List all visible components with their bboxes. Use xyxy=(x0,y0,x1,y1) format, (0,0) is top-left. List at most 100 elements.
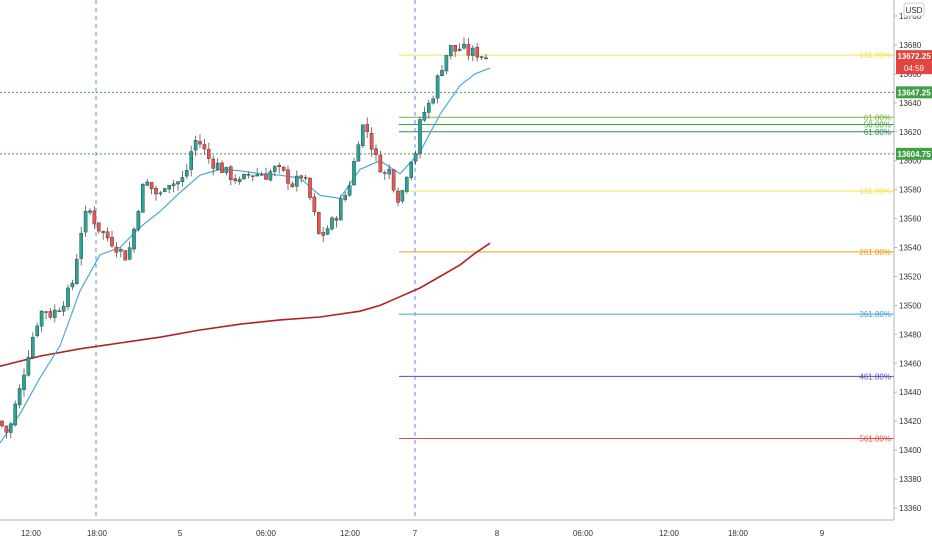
candle-85 xyxy=(374,144,378,162)
candle-66 xyxy=(290,181,295,188)
candle-102 xyxy=(449,45,453,60)
slow-moving-average xyxy=(0,242,491,367)
price-badge-last xyxy=(896,50,932,75)
candle-9 xyxy=(39,309,44,332)
fib-label-5: 161.80% xyxy=(859,187,891,196)
candle-93 xyxy=(409,161,414,181)
candle-60 xyxy=(264,167,268,180)
y-tick-label-11: 13580 xyxy=(899,186,922,195)
candle-70 xyxy=(308,177,312,201)
price-badge-value-level-a: 13647.25 xyxy=(897,88,931,97)
candle-26 xyxy=(114,241,119,258)
x-tick-label-10: 9 xyxy=(820,529,825,538)
candle-46 xyxy=(202,139,207,155)
price-axis: 13360 13380 13400 13420 13440 13460 13480 13500… xyxy=(893,0,932,550)
candle-82 xyxy=(361,124,365,149)
candle-49 xyxy=(215,158,220,171)
candle-19 xyxy=(83,205,88,237)
candle-90 xyxy=(396,187,400,207)
price-badges: 13672.25 04:59 13647.25 13604.75 xyxy=(896,50,932,160)
candle-47 xyxy=(206,142,211,164)
candle-41 xyxy=(180,170,185,187)
candle-107 xyxy=(471,45,475,62)
y-tick-label-5: 13460 xyxy=(899,359,922,368)
currency-label: USD xyxy=(906,6,923,15)
y-tick-label-7: 13500 xyxy=(899,301,922,310)
candle-83 xyxy=(365,117,370,139)
x-tick-label-2: 5 xyxy=(178,529,183,538)
candle-18 xyxy=(79,226,83,266)
y-tick-label-3: 13420 xyxy=(899,417,922,426)
candle-48 xyxy=(211,155,216,176)
candle-96 xyxy=(422,106,427,123)
fib-label-8: 461.80% xyxy=(859,372,891,381)
candle-40 xyxy=(176,180,180,191)
candle-8 xyxy=(35,322,39,338)
candle-34 xyxy=(149,181,154,195)
y-tick-label-4: 13440 xyxy=(899,388,922,397)
fib-label-9: 561.80% xyxy=(859,435,891,444)
candle-42 xyxy=(184,163,189,180)
candle-84 xyxy=(369,127,374,157)
y-tick-label-0: 13360 xyxy=(899,504,922,513)
candle-87 xyxy=(383,170,387,180)
candle-72 xyxy=(317,211,321,235)
candle-86 xyxy=(378,150,383,173)
candlesticks xyxy=(0,37,488,439)
candle-73 xyxy=(321,226,326,243)
y-tick-label-13: 13620 xyxy=(899,128,922,137)
candle-63 xyxy=(277,162,282,174)
candle-15 xyxy=(66,284,70,311)
session-dividers xyxy=(95,0,416,520)
candle-52 xyxy=(228,164,233,186)
candle-30 xyxy=(132,227,136,253)
candle-35 xyxy=(154,185,158,201)
candle-76 xyxy=(334,215,339,228)
candle-0 xyxy=(0,420,4,428)
candle-71 xyxy=(312,193,317,216)
candle-countdown: 04:59 xyxy=(904,64,925,73)
candle-16 xyxy=(70,279,75,291)
candle-53 xyxy=(233,174,238,184)
candle-61 xyxy=(268,169,273,182)
y-tick-label-1: 13380 xyxy=(899,475,922,484)
candle-89 xyxy=(391,168,396,193)
fibonacci-levels: 261.80%161.80%61.80%50.00%61.80%161.80%2… xyxy=(399,51,894,444)
candle-32 xyxy=(140,182,145,213)
currency-badge[interactable] xyxy=(903,2,925,17)
y-tick-label-15: 13660 xyxy=(899,70,922,79)
candle-62 xyxy=(273,164,277,177)
candle-67 xyxy=(295,170,299,192)
y-tick-label-14: 13640 xyxy=(899,99,922,108)
candle-11 xyxy=(48,308,53,319)
candle-103 xyxy=(453,45,458,58)
x-tick-label-4: 12:00 xyxy=(340,529,361,538)
horizontal-level-lines xyxy=(0,91,894,155)
y-tick-label-12: 13600 xyxy=(899,157,922,166)
y-tick-label-6: 13480 xyxy=(899,330,922,339)
candle-5 xyxy=(22,368,26,397)
candle-78 xyxy=(343,191,348,202)
candle-74 xyxy=(325,225,330,235)
candle-105 xyxy=(462,37,466,50)
candle-44 xyxy=(193,135,198,157)
candle-91 xyxy=(400,189,405,204)
candle-21 xyxy=(92,205,97,230)
candle-33 xyxy=(145,178,150,187)
candle-37 xyxy=(162,187,167,193)
candle-6 xyxy=(26,350,31,377)
candle-43 xyxy=(189,145,194,177)
candle-17 xyxy=(74,253,79,285)
x-tick-label-9: 18:00 xyxy=(728,529,749,538)
candle-79 xyxy=(347,181,352,197)
candle-58 xyxy=(255,167,260,177)
candle-3 xyxy=(13,400,18,427)
fib-label-7: 361.80% xyxy=(859,310,891,319)
candle-97 xyxy=(427,99,431,119)
x-tick-label-6: 8 xyxy=(495,529,500,538)
candle-81 xyxy=(356,141,361,162)
candle-39 xyxy=(171,179,176,193)
candle-98 xyxy=(431,95,436,105)
